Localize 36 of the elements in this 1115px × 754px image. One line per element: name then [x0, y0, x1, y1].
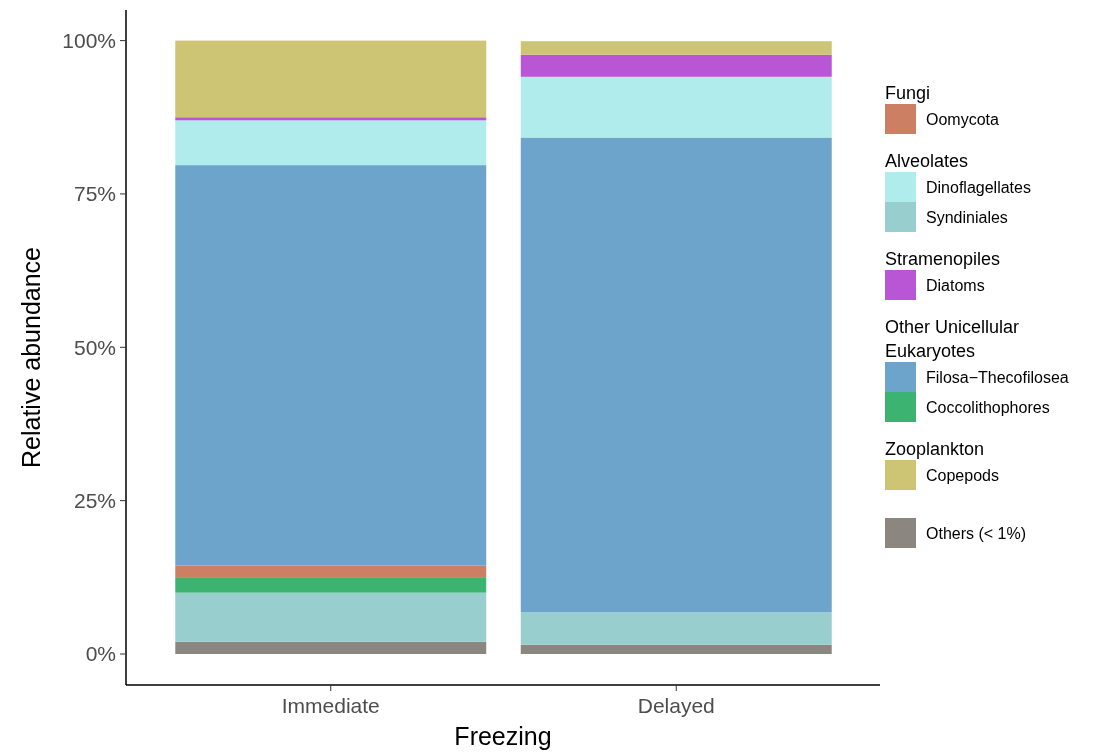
legend-label: Others (< 1%): [926, 525, 1027, 542]
text: Other Unicellular Eukaryotes: [885, 317, 1020, 361]
bar: [175, 117, 487, 121]
text: Stramenopiles: [885, 249, 1001, 269]
bar: [520, 612, 832, 645]
bar: [175, 565, 487, 578]
bar: [175, 40, 487, 118]
bar: [520, 41, 832, 55]
y-tick-label: 25%: [73, 489, 116, 512]
bar: [175, 592, 487, 642]
bar: [175, 577, 487, 593]
bar: [520, 644, 832, 654]
legend-label: Oomycota: [926, 111, 1000, 128]
y-axis-title: Relative abundance: [17, 247, 45, 468]
legend-label: Diatoms: [926, 277, 985, 294]
text: Zooplankton: [885, 439, 985, 459]
y-tick-label: 50%: [73, 335, 116, 359]
text: Fungi: [885, 83, 931, 103]
bar: [520, 137, 832, 613]
legend-label: Copepods: [926, 467, 999, 484]
bar: [175, 165, 487, 566]
x-tick-label: Delayed: [637, 694, 715, 717]
bar: [175, 641, 487, 654]
legend-label: Syndiniales: [926, 209, 1008, 226]
bar: [175, 120, 487, 166]
bar: [520, 76, 832, 138]
y-tick-label: 100%: [62, 28, 116, 52]
x-axis-title: Freezing: [454, 722, 552, 750]
x-tick-label: Immediate: [281, 694, 380, 717]
legend-label: Filosa−Thecofilosea: [926, 369, 1069, 386]
y-tick-label: 0%: [85, 642, 116, 666]
text: Alveolates: [885, 151, 969, 171]
legend-label: Dinoflagellates: [926, 179, 1031, 196]
y-tick-label: 75%: [73, 182, 116, 206]
legend-label: Coccolithophores: [926, 399, 1050, 416]
bar: [520, 54, 832, 77]
